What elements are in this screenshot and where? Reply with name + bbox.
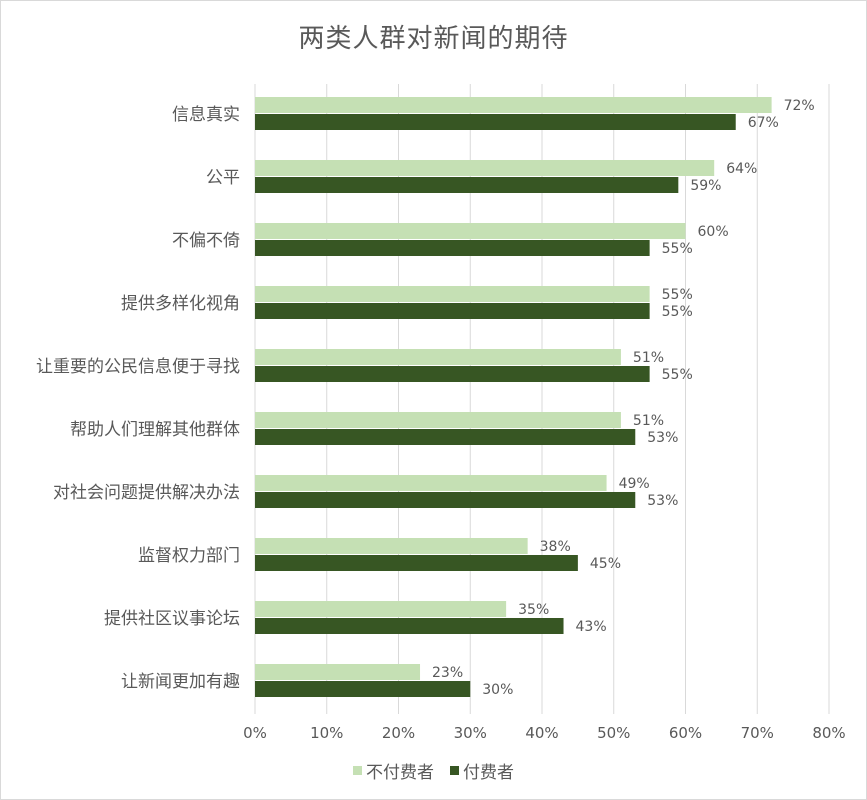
legend: 不付费者 付费者 [0,758,867,783]
x-tick-label: 20% [382,724,415,742]
data-label: 55% [662,241,693,257]
bar-non-payer [255,160,715,176]
bar-payer [255,618,564,634]
bar-non-payer [255,664,421,680]
bar-non-payer [255,475,607,491]
category-label: 对社会问题提供解决办法 [53,483,240,503]
x-tick-label: 30% [454,724,487,742]
data-label: 59% [690,178,721,194]
x-tick-label: 10% [310,724,343,742]
data-label: 53% [647,430,678,446]
legend-label-payer: 付费者 [463,763,514,783]
bar-non-payer [255,349,621,365]
x-tick-label: 50% [597,724,630,742]
data-label: 35% [518,602,549,618]
data-label: 49% [619,476,650,492]
data-label: 53% [647,493,678,509]
x-tick-label: 40% [525,724,558,742]
x-tick-label: 0% [243,724,267,742]
bar-non-payer [255,97,772,113]
data-label: 55% [662,367,693,383]
data-label: 38% [540,539,571,555]
category-label: 提供多样化视角 [121,294,240,314]
bar-payer [255,681,471,697]
category-label: 提供社区议事论坛 [104,609,240,629]
bar-payer [255,177,679,193]
bar-non-payer [255,412,621,428]
category-label: 让重要的公民信息便于寻找 [36,357,240,377]
bar-non-payer [255,223,686,239]
data-label: 43% [576,619,607,635]
category-label: 信息真实 [172,105,240,125]
data-label: 55% [662,304,693,320]
bar-non-payer [255,538,528,554]
legend-label-non-payer: 不付费者 [366,763,434,783]
data-label: 64% [726,161,757,177]
data-label: 55% [662,287,693,303]
legend-swatch-non-payer [353,766,362,775]
legend-swatch-payer [450,766,459,775]
data-label: 30% [482,682,513,698]
data-label: 51% [633,350,664,366]
category-label: 帮助人们理解其他群体 [70,420,240,440]
category-label: 公平 [206,168,240,188]
data-label: 51% [633,413,664,429]
category-label: 不偏不倚 [172,231,240,251]
bar-payer [255,555,578,571]
bar-payer [255,492,636,508]
data-label: 45% [590,556,621,572]
x-tick-label: 60% [669,724,702,742]
category-label: 让新闻更加有趣 [121,672,240,692]
x-tick-label: 80% [812,724,845,742]
legend-item-non-payer: 不付费者 [353,758,434,783]
data-label: 60% [698,224,729,240]
category-label: 监督权力部门 [138,546,240,566]
legend-item-payer: 付费者 [450,758,514,783]
data-label: 67% [748,115,779,131]
data-label: 23% [432,665,463,681]
x-tick-label: 70% [741,724,774,742]
bar-payer [255,366,650,382]
bar-payer [255,114,736,130]
data-label: 72% [784,98,815,114]
bar-non-payer [255,286,650,302]
bar-non-payer [255,601,507,617]
chart-title: 两类人群对新闻的期待 [298,24,569,54]
bar-payer [255,429,636,445]
bar-payer [255,303,650,319]
bar-payer [255,240,650,256]
